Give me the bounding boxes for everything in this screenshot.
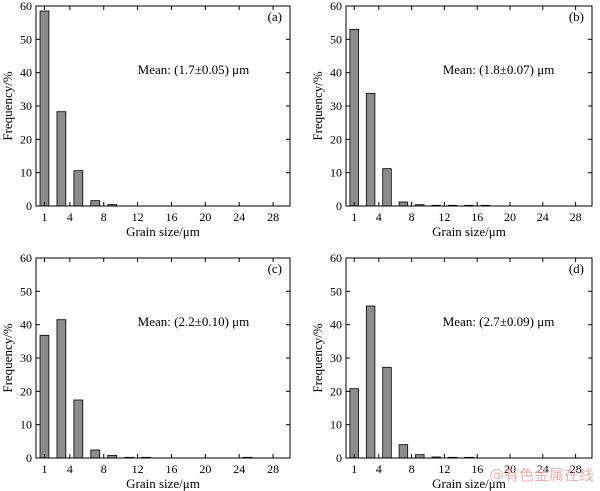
x-tick-label: 1 [41, 462, 47, 476]
x-tick-label: 24 [537, 462, 549, 476]
chart-panel-d: 0 10 20 30 40 50 60 1 4 8 12 16 20 24 28 Grain size/μm F… [310, 251, 593, 491]
x-tick-label: 28 [267, 462, 279, 476]
bar [90, 200, 101, 207]
x-tick-label: 20 [199, 210, 211, 224]
y-tick-label: 10 [330, 418, 342, 432]
bar [73, 399, 84, 459]
y-tick-label: 40 [20, 66, 32, 80]
bar [398, 444, 409, 459]
panel-label: (a) [268, 9, 282, 24]
x-tick-label: 28 [570, 462, 582, 476]
x-tick-label: 16 [471, 210, 483, 224]
y-tick-label: 0 [26, 199, 32, 213]
y-tick-label: 50 [20, 32, 32, 46]
x-tick-label: 24 [537, 210, 549, 224]
x-tick-label: 8 [409, 210, 415, 224]
x-tick-label: 24 [233, 462, 245, 476]
panel-label: (c) [268, 261, 282, 276]
y-tick-label: 60 [20, 0, 32, 13]
x-tick-label: 24 [233, 210, 245, 224]
bar [365, 92, 376, 207]
x-tick-label: 16 [165, 210, 177, 224]
y-tick-label: 50 [330, 32, 342, 46]
x-tick-label: 28 [570, 210, 582, 224]
y-tick-label: 60 [20, 251, 32, 265]
x-tick-label: 12 [438, 462, 450, 476]
bar [39, 334, 50, 459]
chart-panel-b: 0 10 20 30 40 50 60 1 4 8 12 16 20 24 28 Grain size/μm F… [310, 0, 593, 239]
y-axis-label: Frequency/% [0, 71, 15, 140]
y-axis-label: Frequency/% [0, 323, 15, 392]
bar [349, 388, 359, 459]
panel-label: (d) [569, 261, 584, 276]
chart-panel-a: 0 10 20 30 40 50 60 1 4 8 12 16 20 24 28 Grain size/μm F… [0, 0, 291, 239]
y-tick-label: 50 [20, 284, 32, 298]
watermark-text: @有色金属在线 [488, 466, 594, 484]
y-tick-label: 50 [330, 284, 342, 298]
x-axis-label: Grain size/μm [126, 224, 200, 239]
x-tick-label: 16 [471, 462, 483, 476]
x-tick-label: 16 [165, 462, 177, 476]
bar [365, 305, 376, 459]
y-tick-label: 0 [336, 199, 342, 213]
x-tick-label: 1 [351, 210, 357, 224]
x-tick-label: 4 [67, 210, 73, 224]
y-tick-label: 40 [20, 318, 32, 332]
bar [382, 168, 392, 207]
x-tick-label: 8 [101, 210, 107, 224]
panel-label: (b) [569, 9, 584, 24]
x-tick-label: 28 [267, 210, 279, 224]
bar [90, 449, 101, 459]
y-tick-label: 10 [330, 166, 342, 180]
x-tick-label: 1 [41, 210, 47, 224]
y-axis-label: Frequency/% [310, 323, 325, 392]
x-tick-label: 4 [67, 462, 73, 476]
y-tick-label: 40 [330, 66, 342, 80]
x-tick-label: 8 [409, 462, 415, 476]
x-tick-label: 12 [132, 210, 144, 224]
y-tick-label: 30 [20, 351, 32, 365]
x-tick-label: 8 [101, 462, 107, 476]
bar [56, 319, 67, 459]
x-tick-label: 4 [376, 210, 382, 224]
y-tick-label: 30 [20, 99, 32, 113]
mean-annotation: Mean: (1.8±0.07) μm [443, 62, 555, 77]
bar [56, 111, 67, 207]
bar [382, 366, 392, 459]
y-axis-label: Frequency/% [310, 71, 325, 140]
mean-annotation: Mean: (1.7±0.05) μm [138, 62, 250, 77]
x-tick-label: 20 [199, 462, 211, 476]
x-axis-label: Grain size/μm [432, 224, 506, 239]
x-tick-label: 12 [132, 462, 144, 476]
bar [349, 28, 359, 207]
x-tick-label: 12 [438, 210, 450, 224]
chart-panel-c: 0 10 20 30 40 50 60 1 4 8 12 16 20 24 28 Grain size/μm F… [0, 251, 291, 491]
x-tick-label: 4 [376, 462, 382, 476]
x-axis-label: Grain size/μm [126, 476, 200, 491]
x-tick-label: 20 [504, 462, 516, 476]
mean-annotation: Mean: (2.7±0.09) μm [443, 314, 555, 329]
y-tick-label: 60 [330, 0, 342, 13]
y-tick-label: 0 [336, 451, 342, 465]
y-tick-label: 10 [20, 418, 32, 432]
bar [398, 201, 409, 207]
y-tick-label: 0 [26, 451, 32, 465]
bar [73, 170, 84, 207]
x-axis-label: Grain size/μm [432, 476, 506, 491]
bar [39, 10, 50, 207]
y-tick-label: 30 [330, 351, 342, 365]
y-tick-label: 60 [330, 251, 342, 265]
y-tick-label: 20 [330, 132, 342, 146]
x-tick-label: 1 [351, 462, 357, 476]
y-tick-label: 20 [20, 132, 32, 146]
mean-annotation: Mean: (2.2±0.10) μm [138, 314, 250, 329]
y-tick-label: 30 [330, 99, 342, 113]
y-tick-label: 10 [20, 166, 32, 180]
y-tick-label: 40 [330, 318, 342, 332]
y-tick-label: 20 [20, 384, 32, 398]
y-tick-label: 20 [330, 384, 342, 398]
x-tick-label: 20 [504, 210, 516, 224]
